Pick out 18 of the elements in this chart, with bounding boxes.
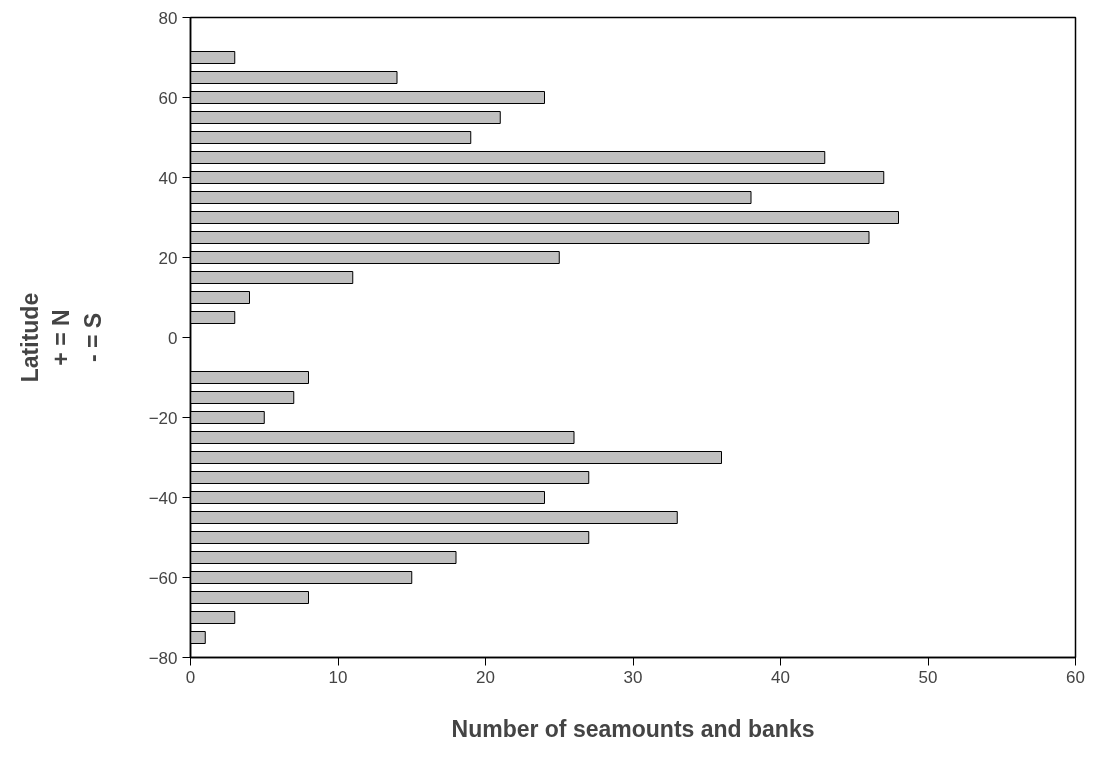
- x-tick-label: 60: [1066, 667, 1085, 687]
- y-tick-label: 0: [168, 328, 178, 348]
- x-tick-label: 10: [328, 667, 348, 687]
- y-axis-title: Latitude + = N - = S: [17, 292, 106, 383]
- x-tick-label: 50: [918, 667, 938, 687]
- x-tick-label: 0: [185, 667, 196, 687]
- y-tick-label: −20: [148, 408, 178, 428]
- y-tick-label: 80: [158, 8, 178, 28]
- x-tick-label: 40: [771, 667, 790, 687]
- y-tick-label: −80: [148, 648, 178, 668]
- x-tick-label: 20: [476, 667, 495, 687]
- y-tick-label: 20: [158, 248, 178, 268]
- y-tick-label: −60: [148, 568, 178, 588]
- y-tick-label: −40: [148, 488, 178, 508]
- x-tick-label: 30: [623, 667, 643, 687]
- y-tick-label: 60: [158, 88, 178, 108]
- y-tick-label: 40: [158, 168, 178, 188]
- x-axis-title: Number of seamounts and banks: [451, 715, 815, 742]
